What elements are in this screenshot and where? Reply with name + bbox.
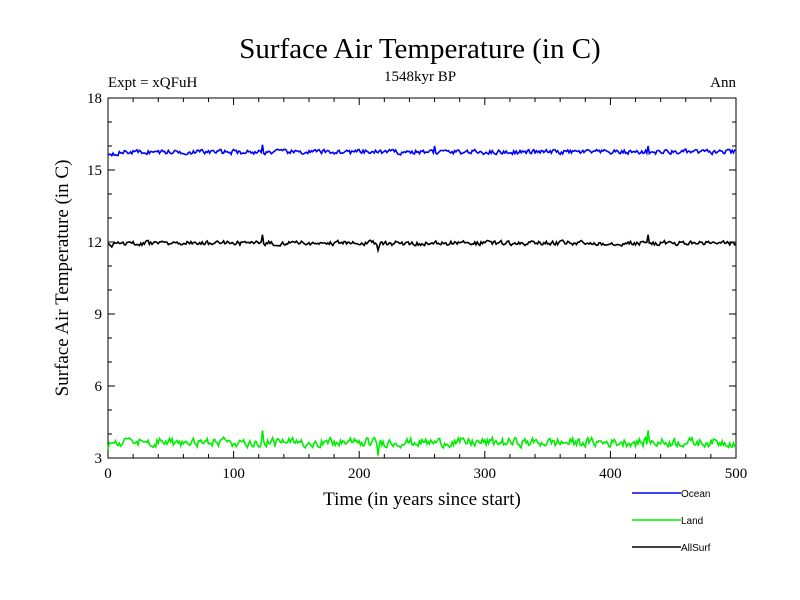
legend-label-ocean: Ocean [681,489,710,500]
y-tick-label: 3 [95,451,103,467]
x-tick-label: 0 [104,466,112,482]
legend: Ocean Land AllSurf [632,489,711,554]
chart-subtitle: 1548kyr BP [384,69,456,85]
y-tick-label: 12 [87,235,102,251]
series-line-allsurf [107,234,737,254]
legend-label-allsurf: AllSurf [681,543,711,554]
chart-title: Surface Air Temperature (in C) [239,33,600,65]
y-tick-label: 6 [95,379,103,395]
x-tick-label: 200 [348,466,371,482]
x-tick-label: 500 [725,466,748,482]
x-tick-label: 400 [599,466,622,482]
y-axis-label: Surface Air Temperature (in C) [52,160,73,397]
y-tick-label: 9 [95,307,103,323]
series-line-land [107,430,737,456]
y-tick-label: 15 [87,163,102,179]
y-tick-label: 18 [87,91,102,107]
x-tick-label: 100 [222,466,245,482]
legend-label-land: Land [681,516,703,527]
experiment-label: Expt = xQFuH [108,75,197,91]
plot-frame [107,97,737,459]
season-label: Ann [710,75,736,91]
x-axis-label: Time (in years since start) [323,489,521,510]
x-tick-label: 300 [474,466,497,482]
series-line-ocean [107,144,737,157]
